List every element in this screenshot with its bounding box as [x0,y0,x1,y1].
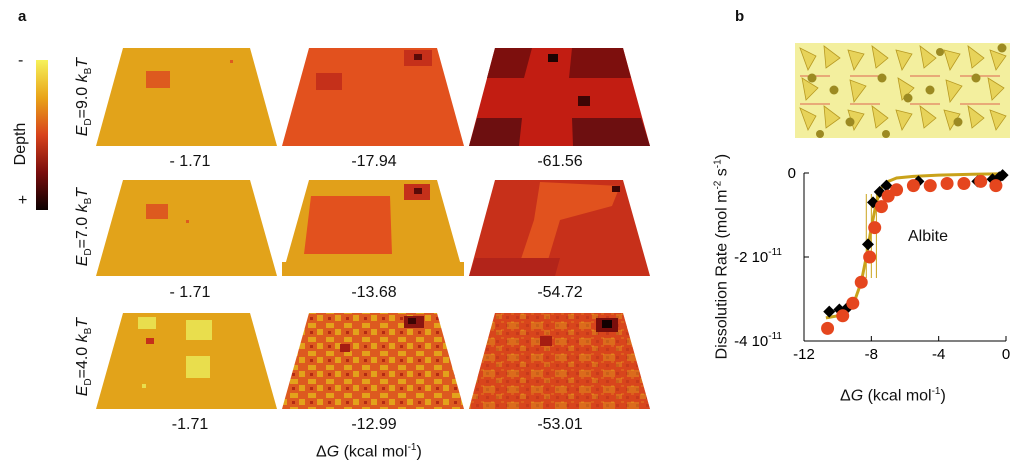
data-point-circle [821,321,835,335]
value-r2-c3: -54.72 [537,284,583,301]
data-point-circle [923,179,937,193]
data-point-circle [940,177,954,190]
data-point-circle [836,309,850,323]
surface-r1-c1 [96,48,277,146]
panel-a-letter: a [18,8,27,25]
data-point-circle [989,179,1003,193]
colorbar-bottom-sign: + [18,192,28,209]
x-tick-label: -4 [932,346,945,363]
y-tick-label: -2 10-11 [734,247,782,266]
albite-annotation: Albite [908,228,949,245]
data-point-diamond [861,238,874,251]
surface-r1-c2 [282,48,464,146]
x-tick-label: -12 [793,346,815,363]
y-tick-label: 0 [788,165,796,182]
data-point-diamond [880,179,893,192]
surface-r3-c3 [469,313,650,409]
value-r1-c1: - 1.71 [169,153,211,170]
data-point-circle [974,174,988,188]
depth-colorbar [36,60,48,210]
value-r3-c1: -1.71 [171,416,209,433]
value-r2-c1: - 1.71 [169,284,211,301]
data-point-circle [874,200,888,214]
y-tick-label: -4 10-11 [734,331,782,350]
data-point-circle [957,177,971,190]
panel-a-xlabel: ΔG (kcal mol-1) [316,442,422,461]
surface-r2-c2 [282,180,464,276]
x-tick-label: 0 [1002,346,1010,363]
surface-r2-c1 [96,180,277,276]
data-point-circle [868,221,882,235]
value-r2-c2: -13.68 [351,284,397,301]
value-r1-c3: -61.56 [537,153,583,170]
value-r3-c2: -12.99 [351,416,397,433]
value-r1-c2: -17.94 [351,153,397,170]
data-point-circle [906,179,920,193]
surface-r3-c2 [282,313,464,409]
data-point-circle [846,296,860,310]
data-point-diamond [996,169,1009,182]
data-point-circle [854,275,868,289]
data-point-circle [863,250,877,264]
panel-b-ylabel: Dissolution Rate (mol m-2 s-1) [712,153,731,360]
albite-crystal-structure [795,43,1010,138]
surface-r2-c3 [469,180,650,276]
surface-r1-c3 [469,48,650,146]
panel-b-letter: b [735,8,745,25]
colorbar-top-sign: - [18,52,24,69]
data-point-circle [890,183,904,197]
data-point-diamond [823,305,836,318]
value-r3-c3: -53.01 [537,416,583,433]
x-tick-label: -8 [865,346,878,363]
panel-b-xlabel: ΔG (kcal mol-1) [840,386,946,405]
surface-r3-c1 [96,313,277,409]
surface-grid [96,48,650,409]
dissolution-chart: -12 -8 -4 0 0 -2 10-11 -4 10-11 [734,165,1010,363]
